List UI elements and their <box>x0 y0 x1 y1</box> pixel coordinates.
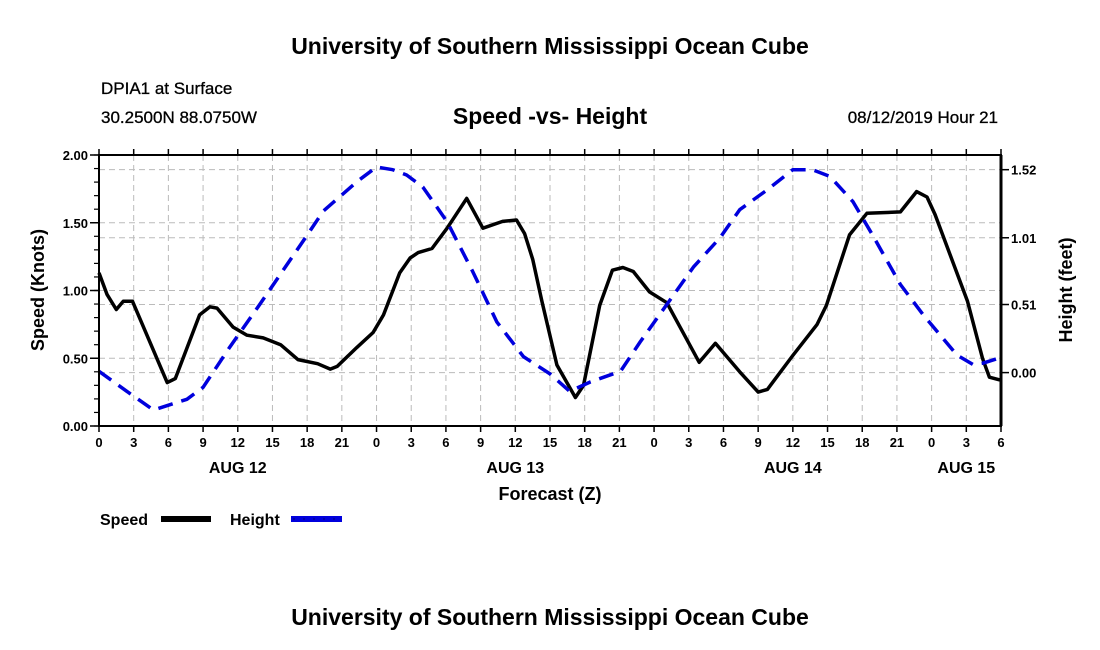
x-tick-label: 9 <box>477 435 484 450</box>
x-tick-label: 18 <box>577 435 591 450</box>
x-tick-label: 0 <box>650 435 657 450</box>
series-line-speed <box>97 189 1001 400</box>
x-tick-label: 18 <box>855 435 869 450</box>
x-tick-label: 3 <box>408 435 415 450</box>
legend-speed-label: Speed <box>100 512 148 529</box>
x-tick-label: 3 <box>963 435 970 450</box>
axes: 0 3 6 9 12 15 18 21 0 3 6 9 12 15 18 21 0 3 6 9 12 15 18 21 0 3 6A… <box>63 148 1037 477</box>
y2-tick-label: 1.52 <box>1011 163 1036 178</box>
x-tick-label: 18 <box>300 435 314 450</box>
x-tick-label: 12 <box>231 435 245 450</box>
series-line-height <box>97 165 1001 412</box>
station-location: 30.2500N 88.0750W <box>101 108 257 127</box>
day-label: AUG 12 <box>209 460 267 477</box>
x-tick-label: 0 <box>95 435 102 450</box>
x-tick-label: 9 <box>755 435 762 450</box>
x-tick-label: 12 <box>508 435 522 450</box>
y2-tick-label: 0.51 <box>1011 298 1036 313</box>
x-axis-label: Forecast (Z) <box>498 484 601 504</box>
x-tick-label: 0 <box>373 435 380 450</box>
grid-lines <box>99 155 1001 426</box>
x-tick-label: 21 <box>890 435 904 450</box>
y2-axis-label: Height (feet) <box>1056 238 1076 343</box>
x-tick-label: 12 <box>786 435 800 450</box>
y-tick-label: 0.50 <box>63 351 88 366</box>
y-tick-label: 0.00 <box>63 419 88 434</box>
day-label: AUG 14 <box>764 460 822 477</box>
x-tick-label: 15 <box>543 435 557 450</box>
x-tick-label: 6 <box>720 435 727 450</box>
y2-tick-label: 0.00 <box>1011 366 1036 381</box>
x-tick-label: 9 <box>199 435 206 450</box>
x-tick-label: 3 <box>130 435 137 450</box>
x-tick-label: 6 <box>442 435 449 450</box>
page-title: University of Southern Mississippi Ocean… <box>291 33 809 59</box>
forecast-datetime: 08/12/2019 Hour 21 <box>848 108 998 127</box>
day-label: AUG 15 <box>937 460 995 477</box>
legend-speed-swatch <box>161 516 211 522</box>
x-tick-label: 15 <box>820 435 834 450</box>
x-tick-label: 15 <box>265 435 279 450</box>
x-tick-label: 6 <box>165 435 172 450</box>
y-tick-label: 1.50 <box>63 216 88 231</box>
y2-tick-label: 1.01 <box>1011 231 1036 246</box>
footer-title: University of Southern Mississippi Ocean… <box>291 604 809 630</box>
legend-height-label: Height <box>230 512 280 529</box>
legend: Speed Height <box>100 512 342 529</box>
y-tick-label: 2.00 <box>63 148 88 163</box>
x-tick-label: 21 <box>335 435 349 450</box>
day-label: AUG 13 <box>486 460 544 477</box>
x-tick-label: 3 <box>685 435 692 450</box>
y-axis-label: Speed (Knots) <box>28 229 48 351</box>
legend-height-swatch <box>291 516 342 522</box>
x-tick-label: 0 <box>928 435 935 450</box>
y-tick-label: 1.00 <box>63 284 88 299</box>
series-lines <box>97 165 1001 412</box>
x-tick-label: 21 <box>612 435 626 450</box>
x-tick-label: 6 <box>997 435 1004 450</box>
chart-title: Speed -vs- Height <box>453 103 648 129</box>
station-name: DPIA1 at Surface <box>101 79 232 98</box>
